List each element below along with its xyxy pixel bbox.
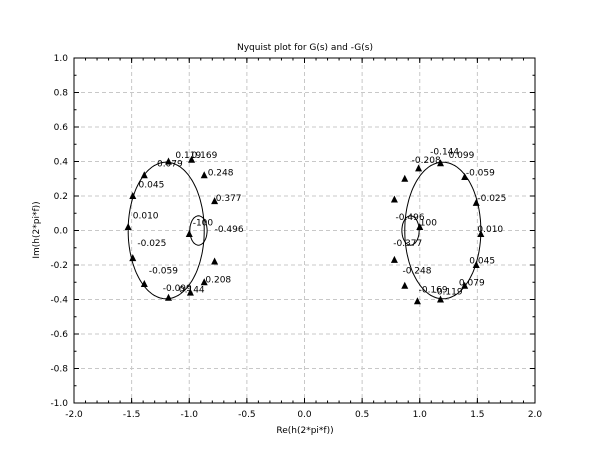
- frequency-label: -0.496: [396, 213, 425, 223]
- direction-arrow: [200, 171, 208, 179]
- y-tick-label: -0.4: [50, 296, 68, 306]
- grid: [74, 58, 535, 403]
- direction-arrow: [415, 164, 423, 172]
- frequency-label: -0.169: [419, 286, 448, 296]
- frequency-label: -0.059: [466, 168, 495, 178]
- frequency-label: 0.099: [449, 151, 475, 161]
- x-tick-label: -0.5: [238, 410, 256, 420]
- x-tick-label: -1.0: [180, 410, 198, 420]
- frequency-label: 0.010: [477, 225, 503, 235]
- direction-arrow: [390, 195, 398, 203]
- direction-arrow: [390, 255, 398, 263]
- frequency-labels: 0.1190.1690.0790.2480.0450.3770.010-100-…: [133, 148, 507, 298]
- direction-arrow: [401, 174, 409, 182]
- y-tick-label: 1.0: [54, 54, 69, 64]
- direction-arrow: [129, 254, 137, 262]
- frequency-label: 0.079: [459, 279, 485, 289]
- y-tick-label: -0.8: [50, 365, 68, 375]
- frequency-label: 0.010: [133, 211, 159, 221]
- y-tick-label: -1.0: [50, 399, 68, 409]
- frequency-label: -0.119: [434, 287, 463, 297]
- direction-arrow: [472, 261, 480, 268]
- direction-arrow: [211, 197, 219, 205]
- direction-arrow: [472, 198, 480, 206]
- frequency-label: 100: [420, 218, 437, 228]
- y-tick-label: 0.4: [54, 158, 69, 168]
- frequency-label: -0.248: [402, 267, 431, 277]
- frequency-label: 0.208: [205, 275, 231, 285]
- y-tick-label: 0.0: [54, 227, 69, 237]
- x-tick-label: 0.0: [297, 410, 312, 420]
- frequency-label: -0.208: [412, 156, 441, 166]
- frequency-label: -100: [193, 218, 214, 228]
- frequency-label: 0.248: [208, 168, 234, 178]
- frequency-label: -0.496: [215, 225, 244, 235]
- frequency-label: 0.144: [179, 286, 205, 296]
- y-tick-label: 0.6: [54, 123, 69, 133]
- direction-arrow: [401, 281, 409, 289]
- direction-arrow: [461, 281, 469, 289]
- direction-arrow: [477, 229, 485, 237]
- x-tick-label: -1.5: [123, 410, 141, 420]
- frequency-label: -0.144: [430, 148, 459, 158]
- series-minus-g-inner-loop: [401, 215, 420, 246]
- direction-arrow: [140, 171, 148, 179]
- chart-title: Nyquist plot for G(s) and -G(s): [237, 43, 373, 53]
- frequency-label: -0.059: [149, 267, 178, 277]
- x-tick-label: 1.0: [413, 410, 428, 420]
- direction-arrow: [436, 159, 444, 167]
- frequency-label: -0.099: [163, 284, 192, 294]
- direction-arrow: [416, 223, 424, 231]
- direction-arrow: [200, 278, 208, 286]
- direction-arrow: [413, 297, 421, 305]
- series-g-curve: [127, 161, 205, 300]
- y-tick-label: -0.2: [50, 261, 68, 271]
- direction-arrow: [129, 192, 137, 199]
- direction-arrow: [185, 229, 193, 237]
- x-axis-label: Re(h(2*pi*f)): [276, 426, 333, 436]
- series-g-inner-loop: [189, 215, 208, 246]
- direction-arrow: [186, 288, 194, 296]
- frequency-label: 0.377: [216, 194, 242, 204]
- direction-arrow: [165, 293, 173, 301]
- direction-arrow: [461, 173, 469, 181]
- direction-arrow: [211, 257, 219, 265]
- x-tick-label: 0.5: [355, 410, 369, 420]
- direction-arrow: [188, 155, 196, 163]
- y-tick-label: 0.8: [54, 89, 69, 99]
- direction-arrow: [140, 279, 148, 287]
- frequency-label: 0.045: [469, 256, 495, 266]
- y-axis-label: Im(h(2*pi*f)): [32, 201, 42, 258]
- frequency-label: -0.025: [137, 239, 166, 249]
- x-tick-label: 2.0: [528, 410, 543, 420]
- frequency-label: 0.119: [175, 151, 201, 161]
- y-tick-label: -0.6: [50, 330, 68, 340]
- x-tick-label: 1.5: [470, 410, 484, 420]
- direction-arrow: [124, 223, 132, 231]
- direction-arrows: [124, 155, 485, 305]
- frequency-label: -0.377: [393, 239, 422, 249]
- frequency-label: 0.045: [139, 180, 165, 190]
- direction-arrow: [165, 157, 173, 165]
- frequency-label: -0.025: [477, 194, 506, 204]
- axis-ticks: -2.0 -1.5 -1.0 -0.5 0.0 0.5 1.0 1.5 2.0 -1.0 -0.8 -…: [50, 54, 542, 420]
- frequency-label: 0.169: [192, 151, 218, 161]
- y-tick-label: 0.2: [54, 192, 68, 202]
- direction-arrow: [436, 295, 444, 303]
- x-tick-label: -2.0: [65, 410, 83, 420]
- frequency-label: 0.079: [157, 160, 183, 170]
